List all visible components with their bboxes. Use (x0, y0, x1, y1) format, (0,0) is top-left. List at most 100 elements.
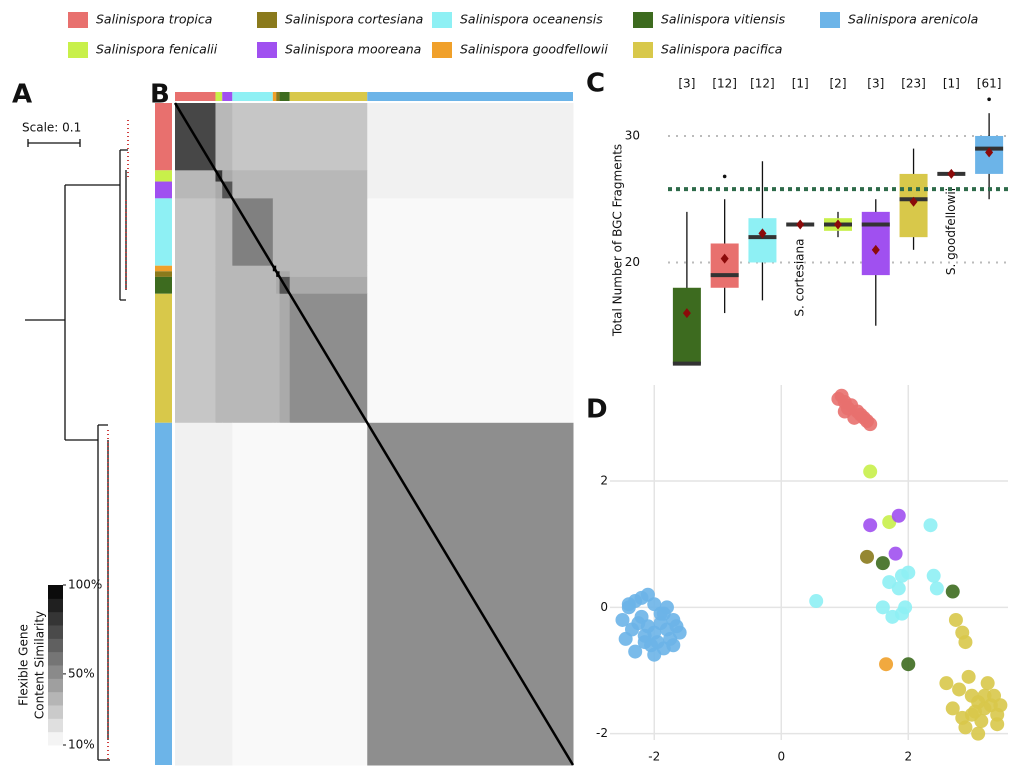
panel-label: C (586, 69, 605, 99)
heatmap-cell (276, 103, 281, 171)
point (923, 518, 938, 533)
point (666, 638, 681, 653)
point (621, 597, 636, 612)
mean (758, 228, 767, 239)
heatmap-cell (222, 170, 233, 183)
heatmap-cell (276, 265, 281, 272)
group-bar-left (155, 198, 172, 266)
heatmap-cell (279, 293, 291, 424)
colorbar-tick-label: 100% (68, 578, 102, 592)
outlier (722, 174, 727, 179)
point (945, 701, 960, 716)
tree-leaves (107, 120, 129, 760)
point (901, 565, 916, 580)
point (863, 518, 878, 533)
heatmap-cell (272, 422, 277, 766)
heatmap-cell (279, 170, 291, 183)
colorbar-step (48, 691, 63, 706)
mean (796, 219, 805, 230)
point (891, 508, 906, 523)
heatmap-cell (289, 265, 368, 272)
heatmap-cell (367, 265, 574, 272)
heatmap-cell (215, 265, 223, 272)
colorbar-step (48, 678, 63, 693)
annotation: S. goodfellowii (944, 188, 958, 275)
heatmap-cell (215, 422, 223, 766)
x-tick-label: 0 (777, 750, 785, 764)
heatmap-cell (272, 276, 277, 295)
heatmap-cell (289, 271, 368, 278)
heatmap-cell (232, 103, 274, 171)
heatmap-cell (222, 293, 233, 424)
heatmap-cell (215, 276, 223, 295)
heatmap-cell (222, 422, 233, 766)
count-label: [3] (678, 77, 695, 91)
panel-label: A (12, 80, 32, 110)
heatmap-cell (367, 198, 574, 267)
legend-swatch (68, 42, 88, 58)
legend-label: Salinispora mooreana (285, 42, 421, 57)
heatmap-cell (289, 170, 368, 183)
colorbar-step (48, 665, 63, 679)
legend-label: Salinispora pacifica (661, 42, 782, 57)
legend-label: Salinispora tropica (96, 12, 212, 27)
colorbar-step (48, 625, 63, 639)
heatmap-cell (232, 276, 274, 295)
mean (947, 168, 956, 179)
colorbar-step (48, 638, 63, 653)
count-label: [2] (830, 77, 847, 91)
heatmap-cell (175, 198, 216, 267)
heatmap-cell (222, 265, 233, 272)
legend-swatch (633, 42, 653, 58)
point (628, 644, 643, 659)
heatmap-cell (279, 271, 291, 278)
point (980, 676, 995, 691)
tree (25, 120, 129, 761)
diagonal (173, 102, 575, 766)
legend-label: Salinispora goodfellowii (460, 42, 608, 57)
mean (720, 253, 729, 264)
heatmap-cell (175, 422, 216, 766)
legend-swatch (633, 12, 653, 28)
point (952, 682, 967, 697)
legend-swatch (257, 42, 277, 58)
point (948, 612, 963, 627)
heatmap-cell (215, 198, 223, 267)
point (993, 698, 1008, 713)
panel-label: D (586, 395, 608, 425)
colorbar-label: Content Similarity (33, 611, 47, 719)
point (891, 581, 906, 596)
heatmap-cell (272, 198, 277, 267)
heatmap-cell (276, 276, 281, 295)
point (875, 556, 890, 571)
box (748, 218, 777, 263)
point (863, 464, 878, 479)
point (875, 600, 890, 615)
heatmap-cell (272, 103, 277, 171)
legend-label: Salinispora oceanensis (460, 12, 603, 27)
mean (871, 244, 880, 255)
heatmap-cell (276, 198, 281, 267)
legend-label: Salinispora vitiensis (661, 12, 786, 27)
point (990, 717, 1005, 732)
point (955, 710, 970, 725)
heatmap-cell (232, 271, 274, 278)
outlier (987, 97, 991, 102)
y-tick-label: -2 (596, 726, 608, 740)
heatmap-cell (289, 198, 368, 267)
legend-label: Salinispora arenicola (848, 12, 978, 27)
heatmap-cell (276, 422, 281, 766)
point (647, 647, 662, 662)
group-bar-top (215, 92, 223, 101)
group-bar-left (155, 170, 172, 182)
y-tick-label: 20 (625, 255, 640, 269)
colorbar-label: Flexible Gene (17, 624, 31, 706)
y-tick-label: 30 (625, 128, 640, 142)
point (834, 388, 849, 403)
tree-branch (25, 149, 128, 761)
scale-label: Scale: 0.1 (22, 121, 81, 135)
heatmap-cell (276, 181, 281, 199)
group-bar-left (155, 103, 172, 171)
heatmap-cell (279, 422, 291, 766)
